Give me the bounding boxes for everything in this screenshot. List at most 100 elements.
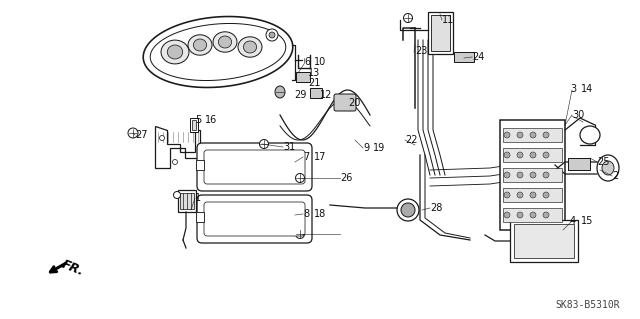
Text: 10: 10 bbox=[314, 57, 326, 67]
Ellipse shape bbox=[602, 161, 614, 175]
Text: 9: 9 bbox=[363, 143, 369, 153]
Text: 30: 30 bbox=[572, 110, 584, 120]
Text: 25: 25 bbox=[597, 157, 609, 167]
FancyBboxPatch shape bbox=[197, 195, 312, 243]
Text: 2: 2 bbox=[612, 171, 618, 181]
Ellipse shape bbox=[517, 172, 523, 178]
Bar bbox=[503, 128, 562, 142]
Text: 12: 12 bbox=[320, 90, 332, 100]
Bar bbox=[178, 190, 196, 212]
Ellipse shape bbox=[397, 199, 419, 221]
Bar bbox=[503, 188, 562, 202]
Ellipse shape bbox=[161, 40, 189, 64]
Ellipse shape bbox=[530, 172, 536, 178]
Text: 20: 20 bbox=[348, 98, 360, 108]
Ellipse shape bbox=[403, 13, 413, 23]
Text: 29: 29 bbox=[294, 90, 307, 100]
Bar bbox=[296, 72, 310, 82]
Ellipse shape bbox=[543, 212, 549, 218]
Text: 5: 5 bbox=[195, 115, 201, 125]
Bar bbox=[431, 15, 450, 51]
Ellipse shape bbox=[218, 36, 232, 48]
FancyBboxPatch shape bbox=[204, 150, 305, 184]
Ellipse shape bbox=[173, 191, 180, 198]
Bar bbox=[514, 224, 574, 258]
Ellipse shape bbox=[504, 172, 510, 178]
Text: 8: 8 bbox=[303, 209, 309, 219]
Ellipse shape bbox=[530, 152, 536, 158]
Ellipse shape bbox=[543, 192, 549, 198]
Text: 24: 24 bbox=[472, 52, 484, 62]
Bar bbox=[428, 12, 453, 54]
Bar bbox=[503, 168, 562, 182]
Ellipse shape bbox=[243, 41, 257, 53]
Bar bbox=[180, 193, 194, 209]
Text: 21: 21 bbox=[308, 78, 321, 88]
Ellipse shape bbox=[580, 126, 600, 144]
Text: 18: 18 bbox=[314, 209, 326, 219]
Polygon shape bbox=[155, 126, 200, 168]
Ellipse shape bbox=[517, 152, 523, 158]
Text: 1: 1 bbox=[195, 193, 201, 203]
Polygon shape bbox=[150, 24, 286, 80]
Ellipse shape bbox=[517, 192, 523, 198]
Ellipse shape bbox=[504, 192, 510, 198]
Ellipse shape bbox=[128, 128, 138, 138]
Text: FR.: FR. bbox=[60, 258, 86, 278]
Ellipse shape bbox=[504, 212, 510, 218]
Bar bbox=[190, 118, 198, 132]
Ellipse shape bbox=[504, 152, 510, 158]
FancyBboxPatch shape bbox=[334, 94, 356, 111]
Text: 15: 15 bbox=[581, 216, 593, 226]
Ellipse shape bbox=[296, 174, 305, 182]
Text: 4: 4 bbox=[570, 216, 576, 226]
Text: 23: 23 bbox=[415, 46, 428, 56]
Ellipse shape bbox=[517, 132, 523, 138]
Ellipse shape bbox=[597, 155, 619, 181]
Ellipse shape bbox=[167, 45, 182, 59]
Bar bbox=[310, 88, 322, 98]
Ellipse shape bbox=[543, 172, 549, 178]
Ellipse shape bbox=[188, 35, 212, 55]
Text: 27: 27 bbox=[135, 130, 147, 140]
Text: 13: 13 bbox=[308, 68, 320, 78]
Text: 11: 11 bbox=[442, 15, 454, 25]
Ellipse shape bbox=[296, 229, 305, 239]
Ellipse shape bbox=[530, 212, 536, 218]
Ellipse shape bbox=[269, 32, 275, 38]
Ellipse shape bbox=[517, 212, 523, 218]
Text: 6: 6 bbox=[304, 57, 310, 67]
Bar bbox=[196, 160, 204, 170]
Ellipse shape bbox=[213, 32, 237, 52]
Bar bbox=[503, 208, 562, 222]
Bar bbox=[454, 52, 474, 62]
Ellipse shape bbox=[193, 39, 207, 51]
Ellipse shape bbox=[504, 132, 510, 138]
Ellipse shape bbox=[401, 203, 415, 217]
Ellipse shape bbox=[275, 86, 285, 98]
Bar bbox=[500, 120, 565, 230]
Ellipse shape bbox=[238, 37, 262, 57]
Bar bbox=[568, 158, 590, 170]
Text: 16: 16 bbox=[205, 115, 217, 125]
Bar bbox=[503, 148, 562, 162]
Text: 31: 31 bbox=[283, 142, 295, 152]
Text: 26: 26 bbox=[340, 173, 353, 183]
Ellipse shape bbox=[543, 132, 549, 138]
Text: SK83-B5310R: SK83-B5310R bbox=[556, 300, 620, 310]
Bar bbox=[192, 120, 196, 130]
Bar bbox=[510, 220, 578, 262]
FancyBboxPatch shape bbox=[197, 143, 312, 191]
Text: 28: 28 bbox=[430, 203, 442, 213]
Text: 17: 17 bbox=[314, 152, 326, 162]
Ellipse shape bbox=[173, 160, 177, 165]
Ellipse shape bbox=[259, 139, 269, 149]
Ellipse shape bbox=[530, 132, 536, 138]
Bar bbox=[196, 212, 204, 222]
Text: 19: 19 bbox=[373, 143, 385, 153]
FancyBboxPatch shape bbox=[204, 202, 305, 236]
Text: 3: 3 bbox=[570, 84, 576, 94]
Text: 14: 14 bbox=[581, 84, 593, 94]
Ellipse shape bbox=[159, 136, 164, 140]
Text: 22: 22 bbox=[405, 135, 417, 145]
